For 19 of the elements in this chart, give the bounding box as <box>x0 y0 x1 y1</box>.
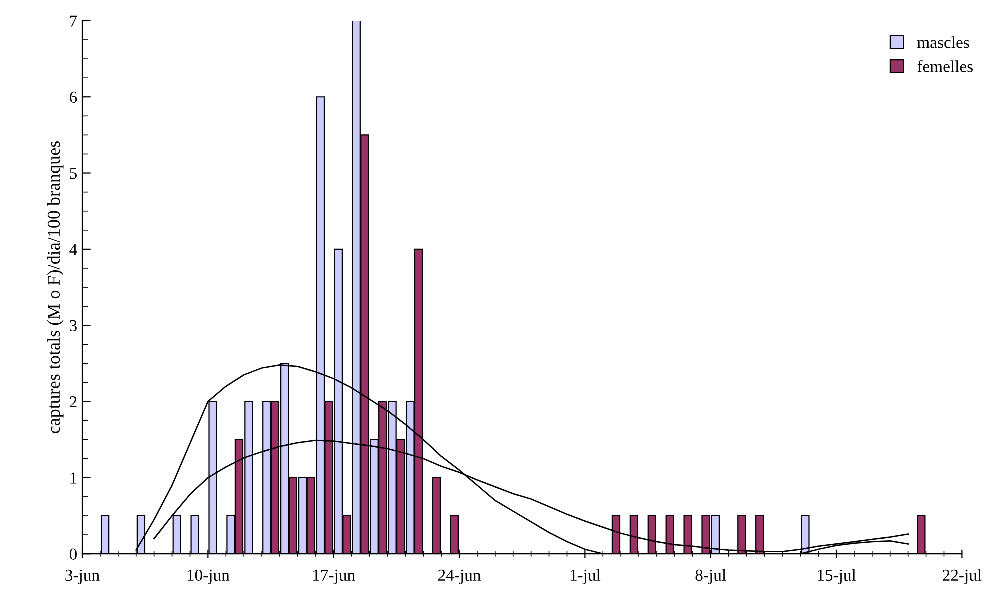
y-tick-label: 4 <box>70 244 78 256</box>
legend-label: mascles <box>917 36 970 48</box>
x-tick-label: 17-jun <box>314 570 356 584</box>
y-tick-label: 6 <box>70 92 78 104</box>
y-tick-label: 7 <box>70 16 78 27</box>
x-tick-label: 10-jun <box>188 570 230 584</box>
y-tick-label: 0 <box>70 548 78 560</box>
x-tick-label: 1-jul <box>570 569 601 584</box>
y-axis-title: captures totals (M o F)/dia/100 branques <box>47 142 64 434</box>
y-tick-label: 2 <box>70 396 77 408</box>
y-tick-label: 1 <box>70 472 77 484</box>
y-tick-label: 5 <box>70 168 77 180</box>
x-tick-label: 24-jun <box>438 570 482 584</box>
legend-label: femelles <box>918 60 973 72</box>
x-tick-label: 3-jun <box>66 570 100 584</box>
x-tick-label: 8-jul <box>696 569 726 584</box>
x-tick-label: 22-jul <box>943 569 982 584</box>
y-tick-label: 3 <box>70 320 77 332</box>
x-tick-label: 15-jul <box>818 569 856 584</box>
